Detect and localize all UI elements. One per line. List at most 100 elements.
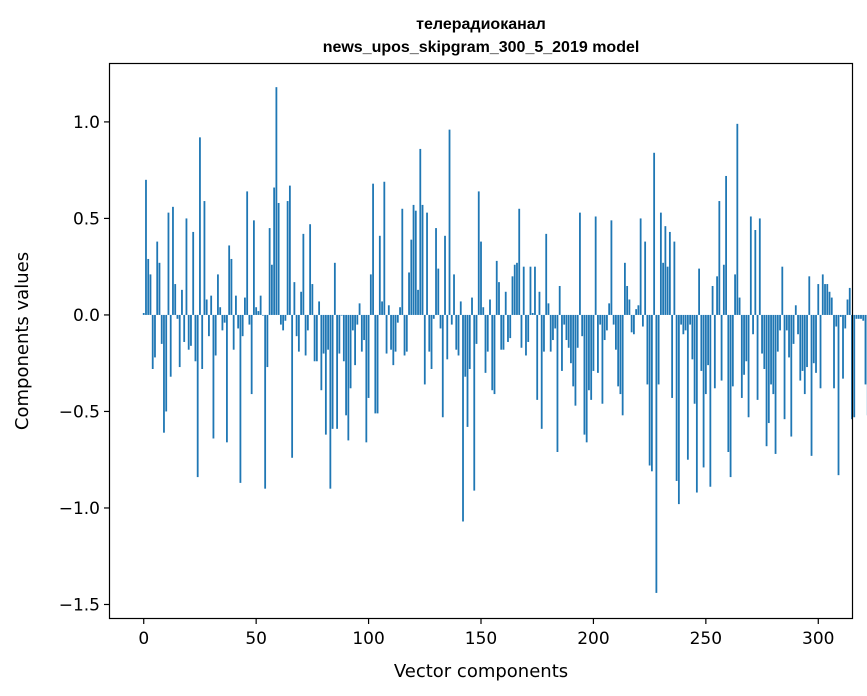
bar-208: [610, 220, 613, 315]
bar-183: [554, 314, 557, 329]
bar-39: [230, 258, 233, 315]
bar-52: [259, 295, 262, 315]
bar-119: [410, 239, 413, 315]
bar-84: [331, 314, 334, 429]
bar-138: [453, 274, 455, 315]
bar-276: [763, 314, 766, 369]
bar-150: [480, 241, 482, 315]
bar-205: [603, 314, 606, 341]
bar-206: [606, 314, 608, 331]
x-tick-label: 0: [138, 629, 149, 649]
bar-62: [282, 314, 285, 331]
bar-95: [356, 314, 359, 325]
bar-306: [830, 297, 833, 315]
bar-16: [178, 314, 181, 368]
bar-301: [819, 314, 822, 389]
bar-202: [597, 314, 599, 373]
bar-24: [196, 314, 199, 478]
bar-129: [432, 314, 435, 319]
bar-80: [322, 314, 325, 354]
bar-68: [295, 314, 298, 337]
bar-46: [246, 191, 249, 315]
bar-304: [826, 284, 829, 315]
bar-7: [158, 262, 161, 315]
bar-50: [255, 307, 258, 315]
bar-271: [752, 314, 754, 335]
bar-151: [482, 307, 485, 315]
bar-45: [244, 297, 246, 315]
bar-280: [772, 314, 775, 395]
bar-319: [860, 314, 862, 319]
bar-266: [740, 314, 743, 398]
bar-123: [419, 148, 422, 315]
bar-200: [592, 314, 595, 371]
bar-1: [145, 179, 147, 315]
bar-109: [387, 305, 390, 315]
bar-227: [653, 152, 656, 315]
bar-309: [837, 314, 840, 476]
bar-262: [731, 314, 734, 387]
bar-211: [617, 314, 620, 387]
bar-120: [412, 204, 415, 315]
bar-43: [239, 314, 242, 483]
bar-161: [504, 291, 507, 315]
bar-132: [439, 314, 442, 329]
bar-22: [192, 231, 195, 315]
bar-101: [369, 274, 372, 315]
bar-267: [743, 314, 745, 375]
bar-238: [677, 314, 680, 505]
bar-212: [619, 314, 622, 395]
bar-2: [147, 258, 150, 315]
bar-144: [466, 314, 469, 427]
bar-70: [300, 291, 303, 315]
bar-108: [385, 314, 388, 354]
bar-223: [644, 241, 647, 315]
bar-94: [354, 314, 356, 366]
bar-311: [842, 314, 844, 379]
bar-286: [785, 314, 788, 331]
bar-293: [801, 314, 804, 371]
bar-81: [324, 314, 327, 435]
y-axis-label: Components values: [12, 252, 33, 430]
bar-278: [767, 314, 770, 424]
bar-213: [621, 314, 624, 416]
bar-154: [489, 299, 491, 315]
bar-250: [704, 314, 707, 395]
bar-214: [624, 262, 626, 315]
bar-207: [608, 303, 611, 315]
bar-126: [426, 212, 428, 315]
bar-89: [342, 314, 345, 362]
bar-300: [817, 284, 820, 315]
bar-246: [695, 314, 698, 493]
bar-196: [583, 314, 586, 435]
bar-31: [212, 314, 215, 439]
bar-77: [315, 314, 318, 362]
bar-283: [779, 314, 781, 331]
y-tick-label: 1.0: [73, 113, 100, 133]
bar-145: [468, 314, 471, 369]
bar-295: [806, 314, 808, 368]
bar-167: [518, 208, 521, 315]
bar-282: [776, 314, 779, 352]
bar-114: [399, 307, 401, 315]
bar-318: [857, 314, 860, 319]
bar-59: [275, 87, 278, 315]
bar-166: [516, 262, 518, 315]
bar-170: [525, 314, 527, 356]
bar-137: [450, 314, 453, 325]
bar-162: [507, 314, 509, 342]
bar-51: [257, 311, 260, 315]
bar-series: [142, 87, 867, 593]
bar-4: [151, 314, 154, 369]
bar-317: [855, 314, 858, 319]
bar-247: [698, 268, 700, 315]
bar-274: [758, 218, 761, 315]
bar-152: [484, 314, 487, 373]
bar-251: [707, 314, 709, 366]
x-tick-label: 250: [690, 629, 722, 649]
bar-252: [709, 314, 712, 487]
bar-19: [185, 218, 188, 315]
bar-56: [268, 228, 271, 315]
bar-165: [513, 264, 516, 315]
bar-177: [540, 314, 543, 429]
